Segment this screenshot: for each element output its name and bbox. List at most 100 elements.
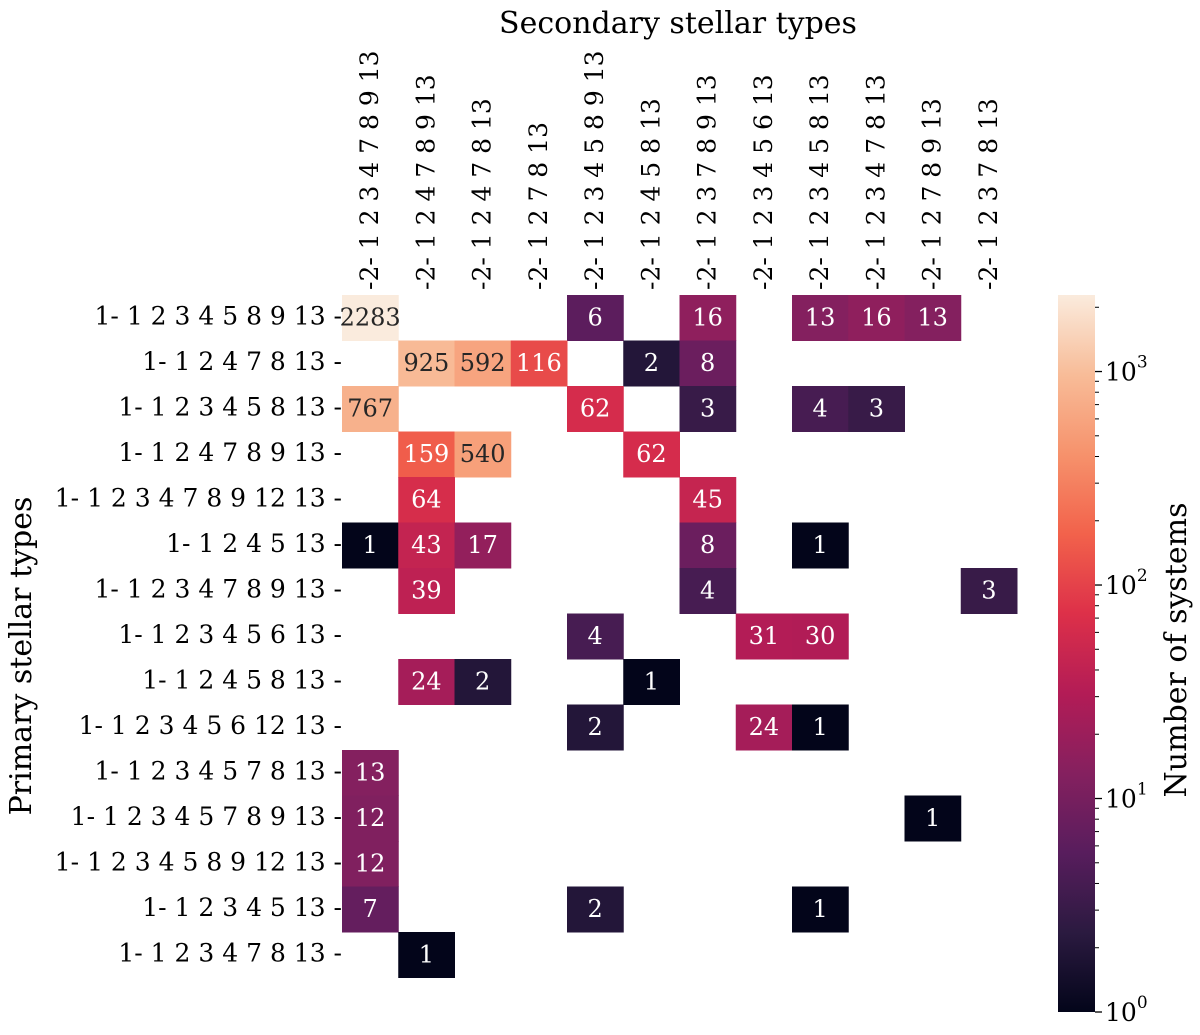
y-tick-label: 1- 1 2 3 4 5 13 - xyxy=(142,893,342,922)
y-tick-labels: 1- 1 2 3 4 5 8 9 13 - 1- 1 2 4 7 8 13 - 1-… xyxy=(55,301,342,967)
cell-value-label: 6 xyxy=(587,303,602,331)
heatmap-cell xyxy=(679,477,737,523)
cell-value-label: 7 xyxy=(362,895,377,923)
heatmap-cell xyxy=(342,386,399,432)
cell-value-label: 1 xyxy=(812,531,827,559)
colorbar-tick-label: 100 xyxy=(1105,993,1148,1027)
heatmap-cell xyxy=(398,340,455,387)
heatmap-cell xyxy=(679,295,737,341)
colorbar-label: Number of systems xyxy=(1159,503,1194,798)
x-tick-label: -2- 1 2 7 8 9 13 xyxy=(918,98,947,290)
heatmap-cell xyxy=(679,522,737,569)
cell-value-label: 8 xyxy=(700,349,715,377)
cell-value-label: 4 xyxy=(587,622,602,650)
cell-value-label: 31 xyxy=(749,622,780,650)
cell-value-label: 30 xyxy=(805,622,836,650)
heatmap-cell xyxy=(792,522,849,569)
colorbar-tick-label: 102 xyxy=(1105,566,1148,600)
heatmap-cell xyxy=(904,295,962,341)
heatmap-cell xyxy=(567,704,624,751)
heatmap-cell xyxy=(454,659,512,705)
heatmap-cell xyxy=(567,295,624,341)
cell-value-label: 13 xyxy=(355,758,386,786)
cell-value-label: 13 xyxy=(805,303,836,331)
heatmap-cell xyxy=(735,613,793,660)
heatmap-cell xyxy=(398,477,455,523)
heatmap-cell xyxy=(342,795,399,842)
cell-value-label: 4 xyxy=(700,576,715,604)
cell-value-label: 64 xyxy=(411,485,442,513)
heatmap-cell xyxy=(398,431,455,478)
heatmap-cell xyxy=(848,295,905,341)
cell-value-label: 116 xyxy=(516,349,562,377)
cell-value-label: 4 xyxy=(812,394,827,422)
x-axis-title: Secondary stellar types xyxy=(499,6,857,41)
cell-value-label: 3 xyxy=(869,394,884,422)
cell-value-label: 62 xyxy=(636,440,667,468)
heatmap-cell xyxy=(454,340,512,387)
x-tick-label: -2- 1 2 4 5 8 13 xyxy=(636,98,665,290)
cell-value-label: 592 xyxy=(460,349,506,377)
cell-value-label: 1 xyxy=(812,713,827,741)
heatmap-cell xyxy=(342,750,399,796)
y-tick-label: 1- 1 2 3 4 5 8 13 - xyxy=(118,392,342,421)
cell-value-label: 3 xyxy=(700,394,715,422)
cell-value-label: 1 xyxy=(812,895,827,923)
heatmap-cell xyxy=(960,568,1018,614)
y-tick-label: 1- 1 2 3 4 5 8 9 12 13 - xyxy=(55,847,342,876)
cell-value-label: 8 xyxy=(700,531,715,559)
heatmap-cell xyxy=(398,659,455,705)
colorbar-gradient xyxy=(1058,295,1095,1012)
heatmap-cell xyxy=(342,522,399,569)
x-tick-label: -2- 1 2 3 4 5 8 9 13 xyxy=(580,50,609,290)
cell-value-label: 13 xyxy=(917,303,948,331)
x-tick-label: -2- 1 2 3 4 7 8 13 xyxy=(861,74,890,290)
heatmap-cell xyxy=(792,704,849,751)
cell-value-label: 24 xyxy=(749,713,780,741)
x-tick-label: -2- 1 2 3 7 8 9 13 xyxy=(693,74,722,290)
cell-value-label: 767 xyxy=(347,394,393,422)
cell-value-label: 3 xyxy=(981,576,996,604)
heatmap-cell xyxy=(679,386,737,432)
heatmap-cell xyxy=(567,386,624,432)
heatmap-cell xyxy=(792,295,849,341)
y-tick-label: 1- 1 2 3 4 5 7 8 13 - xyxy=(95,756,342,785)
cell-value-label: 1 xyxy=(644,667,659,695)
heatmap-cell xyxy=(623,340,680,387)
heatmap-cell xyxy=(735,704,793,751)
cell-value-label: 2 xyxy=(644,349,659,377)
heatmap-cell xyxy=(342,295,399,341)
y-tick-label: 1- 1 2 3 4 5 8 9 13 - xyxy=(95,301,342,330)
heatmap-cell xyxy=(454,431,512,478)
x-tick-label: -2- 1 2 4 7 8 13 xyxy=(468,98,497,290)
heatmap-cell xyxy=(792,613,849,660)
y-tick-label: 1- 1 2 4 7 8 13 - xyxy=(142,347,342,376)
heatmap-cell xyxy=(398,932,455,978)
colorbar-tick-label: 101 xyxy=(1105,780,1148,814)
heatmap-cell xyxy=(510,340,568,387)
cell-value-label: 2 xyxy=(587,895,602,923)
cell-value-label: 62 xyxy=(580,394,611,422)
y-tick-label: 1- 1 2 4 5 13 - xyxy=(166,529,342,558)
x-tick-label: -2- 1 2 3 4 5 6 13 xyxy=(749,74,778,290)
heatmap-cell xyxy=(679,340,737,387)
heatmap-cell xyxy=(454,522,512,569)
x-tick-label: -2- 1 2 3 7 8 13 xyxy=(974,98,1003,290)
heatmap-cell xyxy=(398,522,455,569)
heatmap-cell xyxy=(567,613,624,660)
colorbar-tick-label: 103 xyxy=(1105,353,1148,387)
heatmap-cell xyxy=(792,386,849,432)
cell-value-label: 925 xyxy=(403,349,449,377)
cell-value-label: 16 xyxy=(692,303,723,331)
cell-value-label: 43 xyxy=(411,531,442,559)
x-tick-label: -2- 1 2 3 4 5 8 13 xyxy=(805,74,834,290)
y-tick-label: 1- 1 2 3 4 5 7 8 9 13 - xyxy=(71,802,342,831)
cell-value-label: 1 xyxy=(419,940,434,968)
colorbar: 100 101 102 103 Number of systems xyxy=(1058,295,1194,1027)
cell-value-label: 45 xyxy=(692,485,723,513)
cell-value-label: 17 xyxy=(467,531,498,559)
y-tick-label: 1- 1 2 3 4 7 8 9 13 - xyxy=(95,574,342,603)
cell-value-label: 12 xyxy=(355,804,386,832)
cell-value-label: 24 xyxy=(411,667,442,695)
